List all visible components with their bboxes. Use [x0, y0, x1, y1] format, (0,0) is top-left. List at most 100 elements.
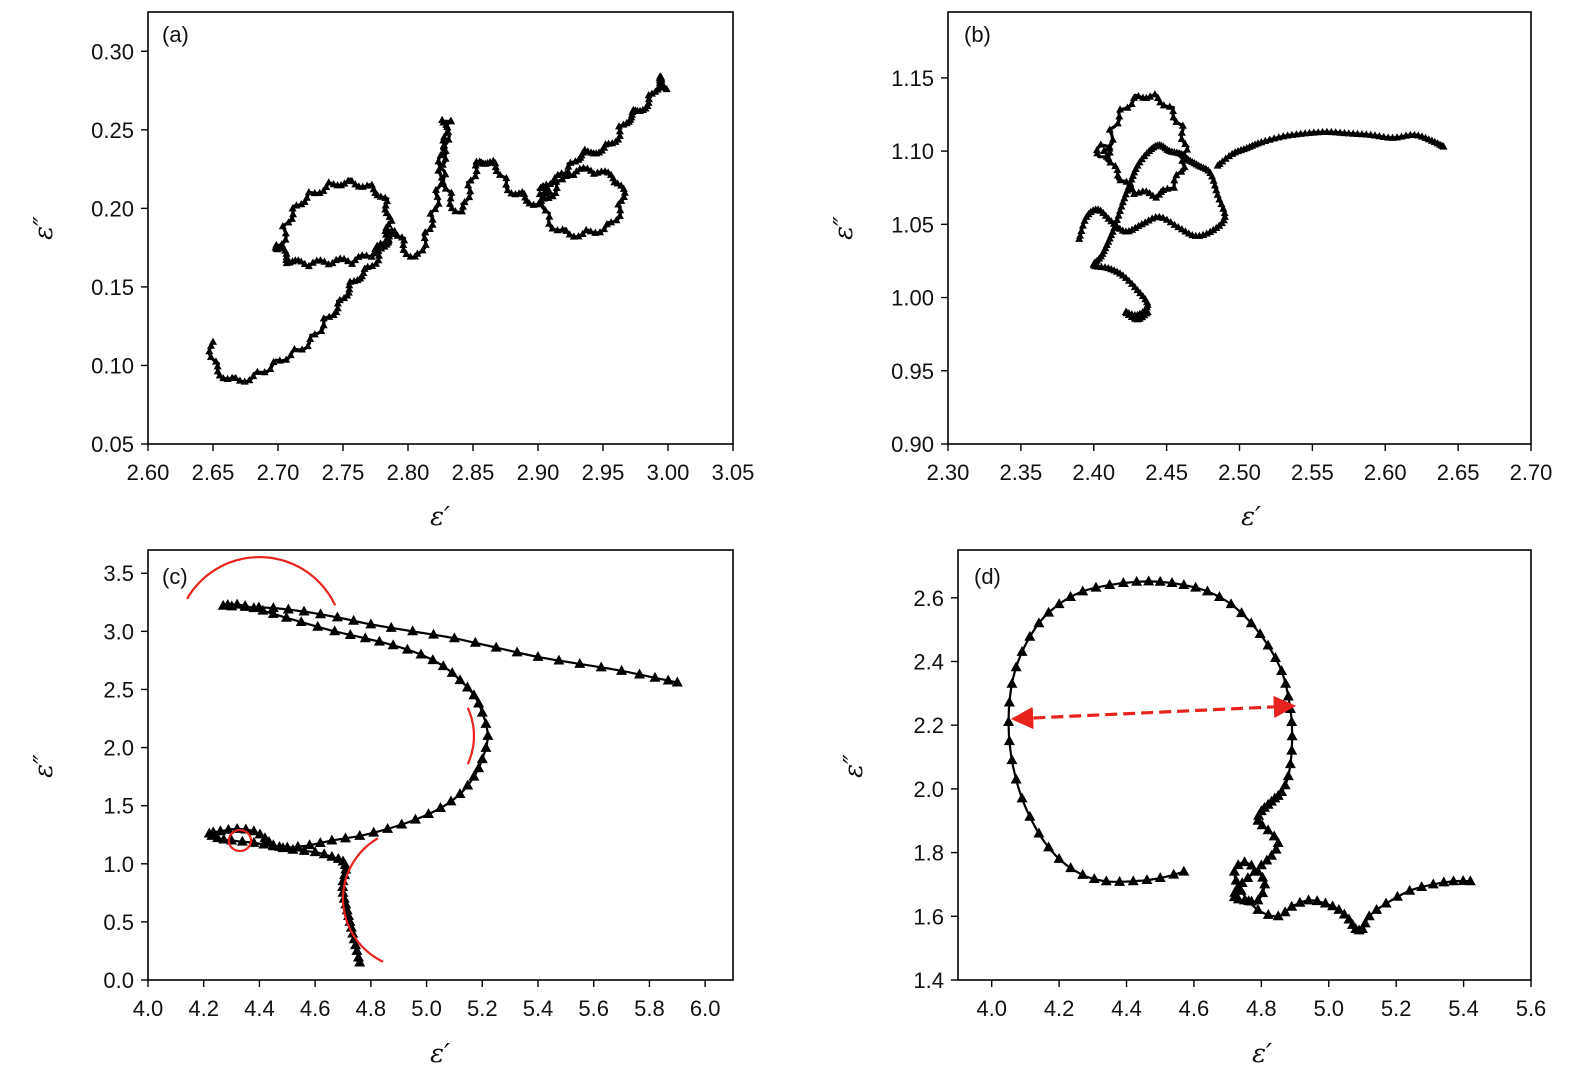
panel-b-point	[1217, 199, 1226, 208]
panel-a-point	[602, 220, 611, 228]
panel-a-series-0	[205, 72, 671, 385]
panel-d-point	[1239, 856, 1250, 867]
panel-a-point	[253, 367, 262, 375]
panel-c-point	[295, 616, 307, 627]
panel-b-ytick-label: 1.05	[891, 212, 934, 237]
panel-d-point	[1088, 873, 1100, 884]
panel-c-series-0	[203, 598, 683, 967]
panel-a-point	[290, 345, 299, 353]
panel-c-ytick-label: 2.5	[103, 677, 134, 702]
panel-b-xtick-label: 2.70	[1510, 460, 1553, 485]
panel-c-point	[326, 834, 338, 845]
panel-a-point	[436, 150, 445, 159]
panel-c-point	[427, 654, 439, 665]
panel-a-point	[433, 192, 442, 200]
panel-a-point	[564, 162, 573, 170]
panel-a-point	[460, 197, 469, 206]
panel-b-point	[1166, 218, 1175, 226]
panel-a-point	[610, 178, 619, 186]
panel-a-point	[586, 166, 595, 174]
panel-c-point	[385, 621, 397, 632]
panel-d-point	[1338, 908, 1350, 919]
panel-a-point	[206, 352, 215, 361]
panel-c-point	[282, 603, 294, 614]
panel-a-point	[359, 268, 368, 276]
panel-a-xtick-label: 3.05	[712, 460, 755, 485]
panel-a-point	[457, 207, 466, 215]
panel-b-point	[1150, 90, 1159, 98]
panel-b-series-0	[1092, 90, 1192, 201]
panel-b-point	[1111, 161, 1120, 170]
panel-c-point	[409, 813, 421, 824]
panel-c-point	[258, 838, 270, 849]
panel-b-point	[1170, 183, 1179, 191]
panel-a-point	[466, 176, 475, 184]
panel-a-series-0-line	[207, 74, 668, 384]
panel-b-point	[1178, 121, 1187, 129]
panel-a-point	[399, 240, 408, 249]
panel-b-point	[1159, 101, 1168, 109]
panel-c-ytick-label: 0.5	[103, 910, 134, 935]
panel-b-point	[1143, 307, 1152, 316]
panel-d-point	[1100, 875, 1112, 886]
panel-b-point	[1096, 140, 1105, 148]
panel-d-point	[1253, 809, 1265, 820]
panel-c-point	[435, 802, 446, 812]
panel-c-point	[352, 951, 364, 962]
panel-c-point	[318, 848, 330, 859]
panel-d-point	[1294, 896, 1306, 907]
panel-a-point	[374, 251, 383, 259]
panel-c-point	[490, 641, 502, 652]
panel-d-point	[1003, 696, 1015, 707]
panel-a-ytick-label: 0.05	[91, 432, 134, 457]
panel-c-point	[253, 601, 265, 612]
panel-b-point	[1116, 105, 1125, 113]
panel-b-point	[1156, 98, 1165, 106]
panel-d-point	[1236, 607, 1248, 618]
panel-a-point	[614, 135, 623, 143]
panel-a-point	[541, 206, 550, 214]
panel-d-point	[1154, 872, 1166, 883]
panel-d-ytick-label: 2.6	[913, 586, 944, 611]
panel-c-ytick-label: 0.0	[103, 968, 134, 993]
panel-b-series-2	[1213, 127, 1448, 169]
panel-c-point	[476, 706, 488, 717]
panel-a-point	[562, 226, 571, 234]
panel-d-point	[1117, 577, 1129, 588]
panel-a-point	[281, 229, 290, 237]
panel-a-point	[644, 94, 653, 103]
panel-d-point	[1311, 895, 1323, 906]
panel-c-xtick-label: 5.0	[411, 996, 442, 1021]
panel-c-point	[281, 841, 293, 852]
panel-a-point	[465, 192, 474, 201]
panel-d-point	[1363, 910, 1375, 921]
panel-a-point	[213, 362, 222, 370]
panel-c-ytick-label: 1.0	[103, 852, 134, 877]
panel-a-point	[324, 260, 333, 268]
panel-c-point	[396, 818, 408, 829]
panel-c-xtick-label: 4.4	[244, 996, 275, 1021]
panel-a-point	[458, 202, 467, 210]
panel-c-point	[468, 689, 480, 700]
panel-a-point	[617, 181, 626, 189]
panel-d-point	[1077, 585, 1089, 596]
panel-b-xtick-label: 2.60	[1364, 460, 1407, 485]
panel-a-ytick-label: 0.20	[91, 196, 134, 221]
panel-c-point	[359, 632, 371, 643]
panel-a-point	[413, 249, 422, 257]
panel-d-point	[1033, 827, 1045, 838]
panel-c-point	[468, 770, 480, 781]
panel-c-point	[226, 600, 238, 611]
panel-a-xtick-label: 2.95	[582, 460, 625, 485]
panel-c-point	[634, 668, 646, 679]
panel-d-point	[1286, 730, 1298, 741]
panel-c-frame	[147, 549, 734, 981]
panel-a-xtick-label: 2.75	[322, 460, 365, 485]
panel-a-point	[381, 226, 390, 235]
panel-c-xtick-label: 4.6	[300, 996, 331, 1021]
panel-c-point	[273, 840, 285, 851]
panel-a-series-1	[271, 176, 396, 270]
panel-d-point	[1280, 677, 1292, 688]
panel-b-point	[1105, 125, 1114, 133]
panel-c-point	[339, 832, 351, 843]
